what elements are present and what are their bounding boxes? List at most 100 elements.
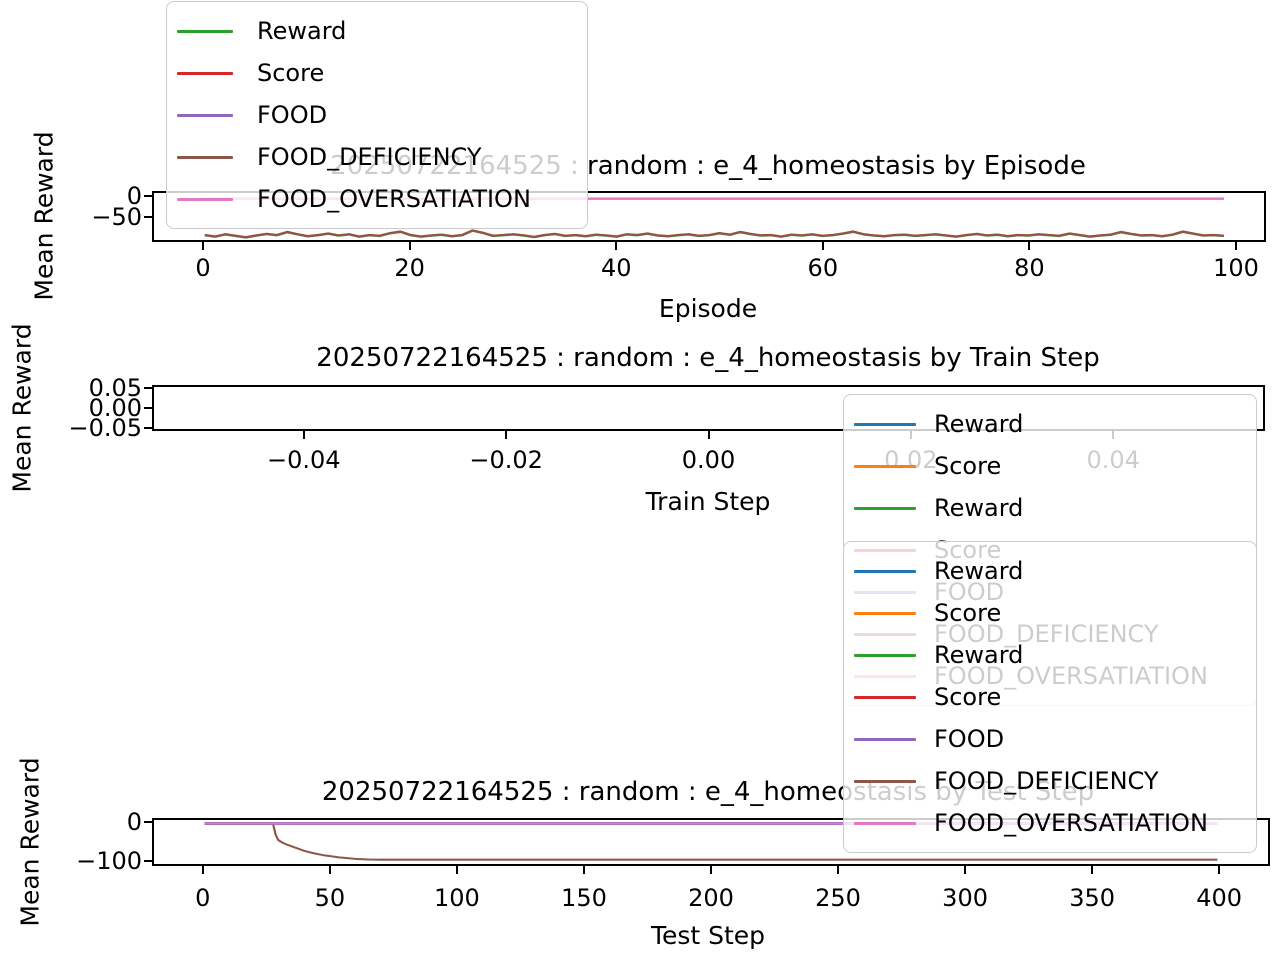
test-x-tick-mark (1091, 866, 1094, 874)
legend-entry-food_deficiency: FOOD_DEFICIENCY (167, 136, 587, 178)
test-y-tick-label: 0 (126, 807, 142, 836)
legend-entry-label: FOOD_OVERSATIATION (257, 185, 531, 213)
train-y-axis-label: Mean Reward (7, 323, 37, 493)
test-x-tick-label: 200 (688, 884, 734, 912)
episode-x-tick-mark (408, 242, 411, 250)
test-y-tick-label: −100 (76, 847, 142, 876)
train-y-tick-mark (144, 387, 152, 389)
test-y-axis-label: Mean Reward (15, 757, 45, 927)
legend-entry-label: FOOD_DEFICIENCY (257, 143, 482, 171)
legend-line-sample (177, 71, 233, 75)
legend-line-sample (854, 695, 916, 699)
train-y-tick-mark (144, 407, 152, 409)
episode-y-axis-label: Mean Reward (29, 131, 59, 301)
train-y-tick-label: −0.05 (68, 414, 142, 442)
test-x-tick-mark (710, 866, 712, 874)
test-x-tick-mark (964, 866, 967, 874)
train-x-axis-label: Train Step (645, 487, 771, 516)
test-x-tick-label: 50 (314, 884, 346, 912)
episode-y-tick-label: −50 (91, 202, 142, 231)
episode-x-tick-label: 20 (394, 254, 425, 282)
legend-entry-food: FOOD (844, 718, 1256, 760)
test-series-line-food_deficiency (204, 822, 1218, 861)
legend-line-sample (854, 779, 916, 783)
test-x-tick-mark (201, 866, 204, 874)
legend-line-sample (854, 653, 916, 657)
train-x-tick-label: −0.04 (266, 446, 341, 474)
legend-line-sample (854, 737, 916, 741)
train-axes (152, 385, 1265, 431)
legend-entry-food: FOOD (167, 94, 587, 136)
legend-entry-score: Score (844, 445, 1256, 487)
legend-line-sample (854, 506, 916, 510)
episode-series-line-food_deficiency (204, 229, 1224, 239)
legend-entry-label: Score (934, 683, 1002, 711)
legend-entry-reward: Reward (844, 487, 1256, 529)
test-x-tick-mark (837, 866, 840, 874)
legend-entry-score: Score (167, 52, 587, 94)
test-x-tick-label: 350 (1069, 884, 1116, 912)
legend-line-sample (854, 464, 916, 468)
test-legend: Reward Score Reward Score FOOD FOOD_DEFICIENC… (843, 541, 1257, 853)
test-x-tick-mark (455, 866, 458, 874)
train-plot-title: 20250722164525 : random : e_4_homeostasi… (316, 343, 1100, 373)
test-x-tick-mark (582, 866, 585, 874)
train-y-tick-mark (144, 427, 152, 429)
episode-x-tick-label: 40 (600, 254, 632, 282)
legend-entry-label: Reward (257, 17, 347, 45)
test-x-axis-label: Test Step (650, 921, 766, 950)
train-x-tick-mark (302, 431, 305, 439)
test-x-tick-label: 400 (1196, 884, 1243, 912)
episode-legend: Reward Score FOOD FOOD_DEFICIENCY FOOD_OVERS… (166, 1, 588, 229)
legend-entry-score: Score (844, 676, 1256, 718)
legend-entry-label: Reward (934, 410, 1024, 438)
legend-entry-label: Score (934, 452, 1002, 480)
episode-x-tick-mark (202, 242, 205, 250)
train-x-tick-mark (707, 431, 710, 439)
legend-entry-reward: Reward (167, 10, 587, 52)
episode-x-tick-mark (1235, 242, 1238, 250)
legend-entry-reward: Reward (844, 550, 1256, 592)
episode-x-tick-label: 100 (1213, 254, 1259, 282)
train-x-tick-label: 0.00 (681, 446, 736, 474)
legend-entry-score: Score (844, 592, 1256, 634)
legend-line-sample (177, 197, 233, 201)
test-x-tick-label: 300 (942, 884, 988, 912)
legend-entry-label: Score (934, 599, 1002, 627)
legend-entry-label: Reward (934, 641, 1024, 669)
episode-x-tick-label: 80 (1014, 254, 1045, 282)
legend-line-sample (854, 569, 916, 573)
test-x-tick-label: 0 (195, 884, 211, 912)
test-x-tick-label: 150 (561, 884, 607, 912)
legend-entry-label: Score (257, 59, 325, 87)
legend-line-sample (177, 155, 233, 159)
legend-entry-label: FOOD_DEFICIENCY (934, 767, 1159, 795)
train-x-tick-mark (505, 431, 508, 439)
train-y-tick-label: 0.05 (88, 374, 142, 402)
test-x-tick-label: 250 (815, 884, 861, 912)
legend-entry-food_oversatiation: FOOD_OVERSATIATION (167, 178, 587, 220)
legend-line-sample (854, 611, 916, 615)
episode-x-axis-label: Episode (658, 294, 758, 323)
test-x-tick-mark (1218, 866, 1221, 874)
legend-entry-reward: Reward (844, 634, 1256, 676)
episode-y-tick-mark (144, 194, 152, 197)
legend-entry-food_deficiency: FOOD_DEFICIENCY (844, 760, 1256, 802)
test-x-tick-mark (328, 866, 331, 874)
legend-line-sample (177, 29, 233, 33)
train-y-tick-label: 0.00 (88, 394, 142, 422)
legend-entry-label: FOOD (934, 725, 1005, 753)
episode-y-tick-mark (144, 215, 152, 218)
legend-line-sample (177, 113, 233, 117)
test-y-tick-mark (144, 820, 152, 823)
legend-entry-reward: Reward (844, 403, 1256, 445)
episode-x-tick-mark (1028, 242, 1031, 250)
test-y-tick-mark (144, 860, 152, 863)
legend-line-sample (854, 821, 916, 825)
legend-line-sample (854, 422, 916, 426)
test-x-tick-label: 100 (434, 884, 480, 912)
legend-entry-food_oversatiation: FOOD_OVERSATIATION (844, 802, 1256, 844)
episode-y-tick-label: 0 (126, 181, 142, 210)
legend-entry-label: FOOD_OVERSATIATION (934, 809, 1208, 837)
